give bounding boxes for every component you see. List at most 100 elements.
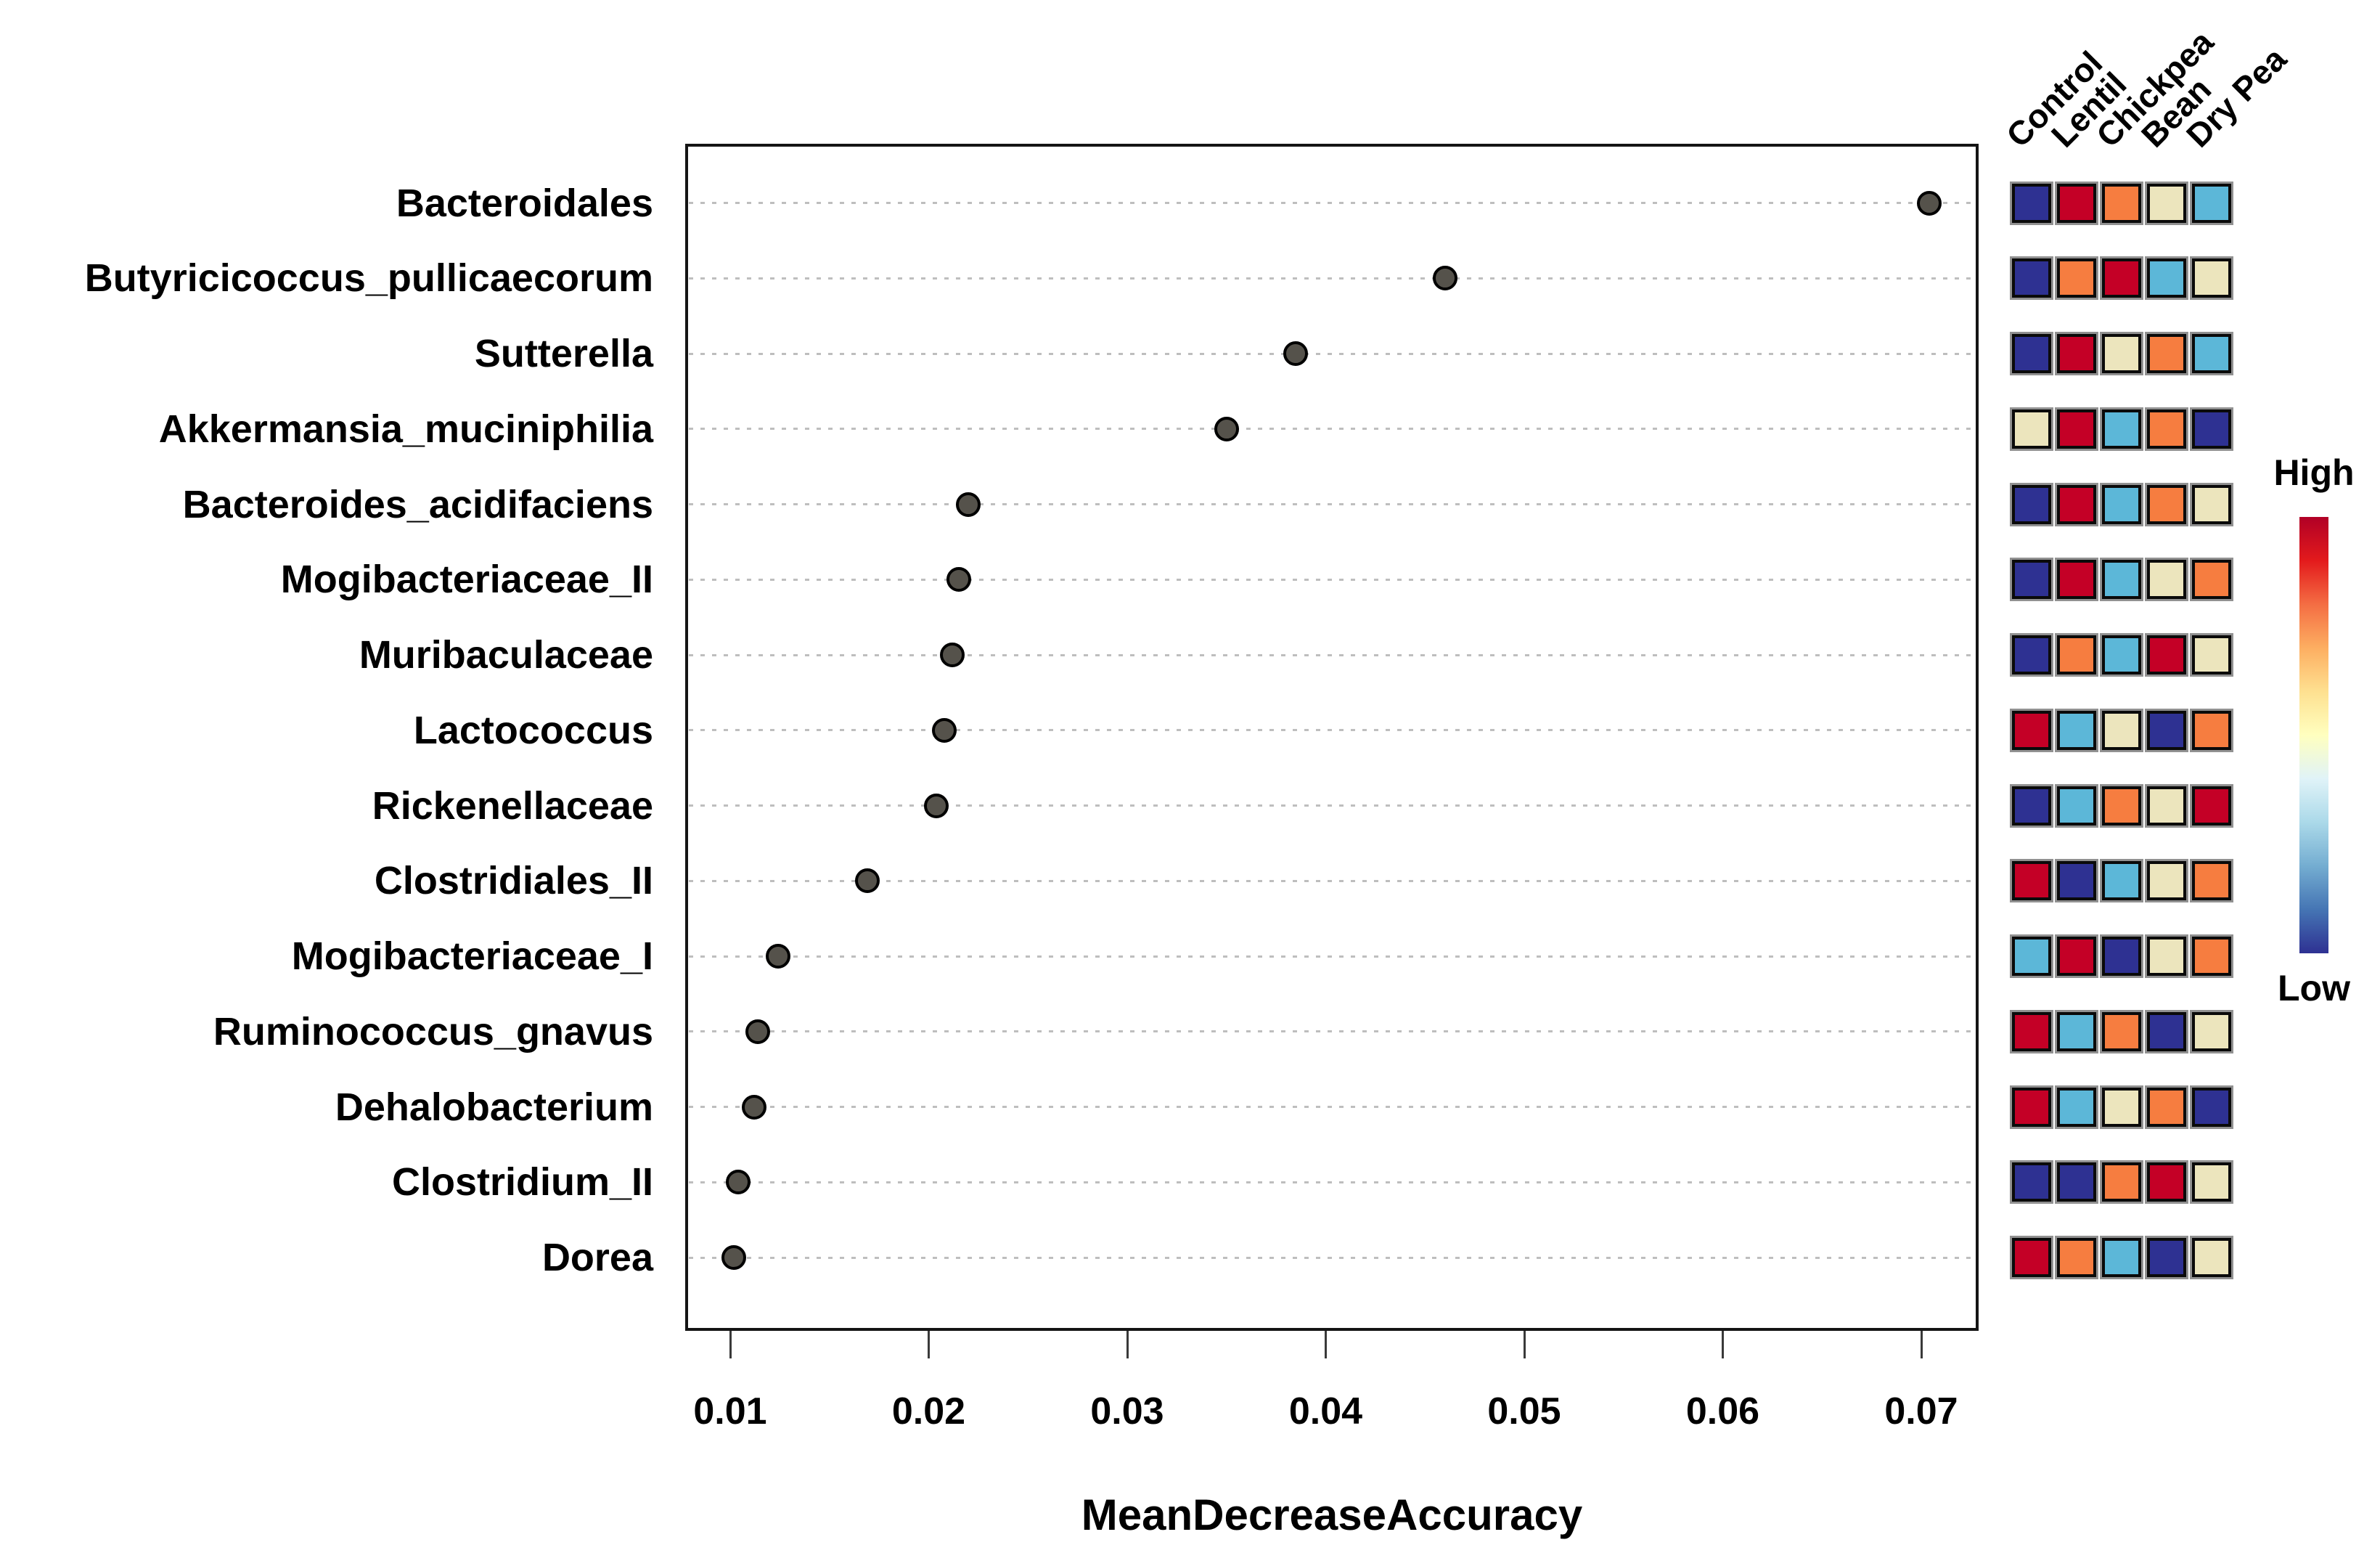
heatmap-cell: [2192, 560, 2231, 600]
heatmap-cell: [2192, 1162, 2231, 1202]
gridline: [689, 879, 1975, 882]
heatmap-cell: [2057, 1087, 2096, 1127]
data-point: [940, 643, 965, 667]
x-axis-tick: [928, 1331, 930, 1358]
heatmap-cell: [2102, 1011, 2141, 1051]
gridline: [689, 1181, 1975, 1183]
x-axis-tick: [729, 1331, 732, 1358]
data-point: [1214, 416, 1239, 441]
x-axis-tick-label: 0.04: [1288, 1390, 1363, 1432]
heatmap-cell: [2102, 1087, 2141, 1127]
heatmap-cell: [2012, 258, 2051, 298]
gridline: [689, 1106, 1975, 1108]
heatmap-cell: [2057, 635, 2096, 674]
heatmap-cell: [2057, 484, 2096, 524]
heatmap-cell: [2147, 1162, 2186, 1202]
data-point: [946, 567, 971, 592]
heatmap-cell: [2057, 1162, 2096, 1202]
data-point: [721, 1245, 747, 1270]
heatmap-cell: [2057, 183, 2096, 223]
heatmap-cell: [2102, 861, 2141, 901]
y-axis-taxon-label: Akkermansia_muciniphilia: [158, 407, 653, 451]
heatmap-cell: [2012, 183, 2051, 223]
heatmap-cell: [2057, 1238, 2096, 1277]
heatmap-cell: [2147, 183, 2186, 223]
y-axis-taxon-label: Dehalobacterium: [335, 1085, 653, 1129]
heatmap-cell: [2012, 635, 2051, 674]
heatmap-cell: [2192, 409, 2231, 449]
x-axis-tick: [1920, 1331, 1923, 1358]
y-axis-taxon-label: Rickenellaceae: [372, 783, 653, 828]
heatmap-cell: [2012, 861, 2051, 901]
heatmap-cell: [2057, 409, 2096, 449]
heatmap-cell: [2192, 710, 2231, 750]
y-axis-taxon-label: Clostridiales_II: [374, 859, 653, 903]
heatmap-cell: [2147, 635, 2186, 674]
heatmap-cell: [2192, 484, 2231, 524]
gridline: [689, 277, 1975, 280]
y-axis-taxon-label: Butyricicoccus_pullicaecorum: [84, 256, 653, 301]
x-axis-tick-label: 0.01: [693, 1390, 767, 1432]
gridline: [689, 804, 1975, 807]
heatmap-cell: [2102, 1162, 2141, 1202]
y-axis-taxon-label: Lactococcus: [413, 708, 653, 752]
heatmap-cell: [2012, 710, 2051, 750]
heatmap-cell: [2057, 786, 2096, 826]
heatmap-cell: [2102, 334, 2141, 373]
heatmap-cell: [2147, 1011, 2186, 1051]
heatmap-cell: [2102, 710, 2141, 750]
data-point: [854, 868, 880, 894]
y-axis-taxon-label: Mogibacteriaceae_I: [291, 934, 653, 978]
gridline: [689, 578, 1975, 581]
x-axis-tick: [1523, 1331, 1526, 1358]
gridline: [689, 202, 1975, 204]
gridline: [689, 1030, 1975, 1033]
y-axis-taxon-label: Bacteroidales: [396, 181, 653, 225]
heatmap-cell: [2147, 409, 2186, 449]
x-axis-tick-label: 0.02: [891, 1390, 966, 1432]
heatmap-cell: [2192, 635, 2231, 674]
heatmap-cell: [2102, 937, 2141, 976]
data-point: [932, 717, 957, 743]
x-axis-tick-label: 0.06: [1685, 1390, 1760, 1432]
heatmap-cell: [2147, 786, 2186, 826]
heatmap-cell: [2192, 183, 2231, 223]
heatmap-cell: [2102, 1238, 2141, 1277]
data-point: [725, 1170, 751, 1195]
gridline: [689, 503, 1975, 505]
y-axis-taxon-label: Bacteroides_acidifaciens: [182, 482, 653, 526]
gridline: [689, 428, 1975, 431]
x-axis-tick: [1126, 1331, 1129, 1358]
heatmap-cell: [2057, 334, 2096, 373]
y-axis-taxon-label: Clostridium_II: [391, 1160, 653, 1205]
heatmap-cell: [2192, 258, 2231, 298]
y-axis-taxon-label: Muribaculaceae: [359, 633, 653, 677]
heatmap-cell: [2192, 1011, 2231, 1051]
heatmap-cell: [2102, 409, 2141, 449]
heatmap-cell: [2192, 1087, 2231, 1127]
heatmap-cell: [2012, 334, 2051, 373]
gridline: [689, 1256, 1975, 1259]
heatmap-cell: [2057, 861, 2096, 901]
data-point: [741, 1094, 766, 1120]
data-point: [924, 793, 949, 818]
x-axis-title: MeanDecreaseAccuracy: [1081, 1491, 1583, 1539]
heatmap-cell: [2147, 1238, 2186, 1277]
colorbar-low-label: Low: [2278, 968, 2350, 1008]
heatmap-cell: [2012, 937, 2051, 976]
colorbar-gradient: [2299, 517, 2328, 953]
heatmap-cell: [2057, 560, 2096, 600]
colorbar-high-label: High: [2273, 452, 2355, 493]
heatmap-cell: [2012, 484, 2051, 524]
heatmap-cell: [2192, 786, 2231, 826]
heatmap-cell: [2102, 484, 2141, 524]
heatmap-cell: [2147, 334, 2186, 373]
y-axis-taxon-label: Dorea: [541, 1236, 653, 1279]
heatmap-cell: [2012, 409, 2051, 449]
gridline: [689, 653, 1975, 656]
data-point: [765, 944, 790, 969]
heatmap-cell: [2012, 1011, 2051, 1051]
gridline: [689, 352, 1975, 355]
heatmap-cell: [2147, 484, 2186, 524]
